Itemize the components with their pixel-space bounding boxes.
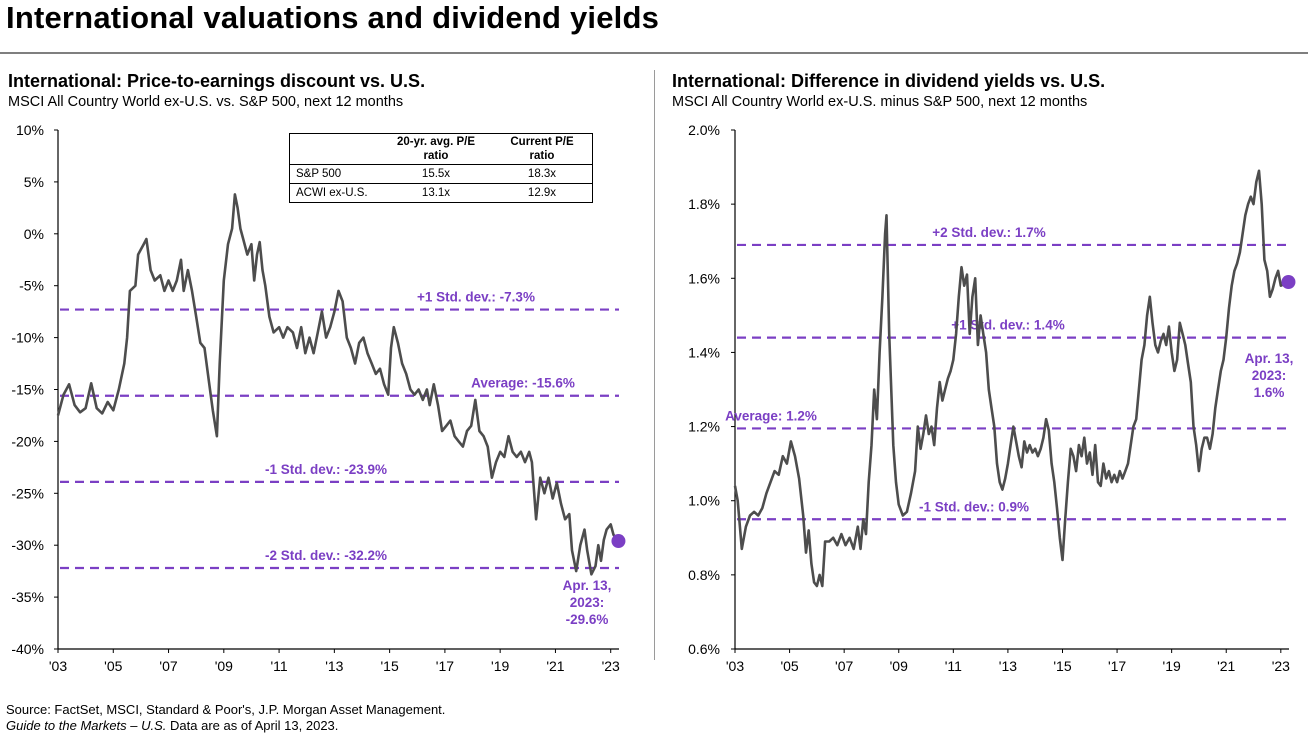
x-tick-label: '05: [104, 658, 122, 674]
last-point-label: 2023:: [1252, 368, 1287, 383]
x-tick-label: '21: [1217, 658, 1235, 674]
x-tick-label: '17: [436, 658, 454, 674]
source-line-2: Guide to the Markets – U.S. Data are as …: [6, 718, 445, 734]
pe-table-row: S&P 500 15.5x 18.3x: [289, 164, 593, 184]
y-tick-label: -25%: [11, 485, 44, 501]
pe-discount-chart: 10% 5% 0% -5% -10% -15% -20% -25% -30% -35% -40% '0…: [11, 122, 626, 674]
last-point-label: 1.6%: [1254, 385, 1285, 400]
y-tick-label: -5%: [19, 278, 44, 294]
last-point-label: -29.6%: [566, 612, 609, 627]
y-tick-label: 2.0%: [688, 122, 720, 138]
y-tick-label: -10%: [11, 330, 44, 346]
source-note: Source: FactSet, MSCI, Standard & Poor's…: [6, 702, 445, 734]
series-line: [56, 193, 620, 576]
source-date: Data are as of April 13, 2023.: [166, 718, 339, 733]
y-tick-label: 1.0%: [688, 493, 720, 509]
last-point-label: 2023:: [570, 595, 605, 610]
y-tick-label: -30%: [11, 537, 44, 553]
x-tick-label: '23: [602, 658, 620, 674]
x-tick-label: '07: [159, 658, 177, 674]
pe-table-header-avg: 20-yr. avg. P/E ratio: [380, 133, 492, 165]
right-panel-title: International: Difference in dividend yi…: [672, 71, 1106, 91]
dividend-yield-chart: 2.0% 1.8% 1.6% 1.4% 1.2% 1.0% 0.8% 0.6% '03 '05 '0…: [688, 122, 1296, 674]
y-tick-label: -35%: [11, 589, 44, 605]
pe-table-header-current: Current P/E ratio: [492, 133, 593, 165]
reference-line-label: -1 Std. dev.: 0.9%: [919, 499, 1029, 514]
x-tick-label: '21: [546, 658, 564, 674]
x-tick-label: '11: [945, 658, 962, 674]
source-line: Source: FactSet, MSCI, Standard & Poor's…: [6, 702, 446, 717]
pe-table-cell: 15.5x: [380, 164, 492, 184]
y-tick-label: 0.8%: [688, 567, 720, 583]
reference-line-label: +2 Std. dev.: 1.7%: [932, 225, 1045, 240]
reference-line-label: -1 Std. dev.: -23.9%: [265, 462, 387, 477]
x-tick-label: '19: [1163, 658, 1181, 674]
last-point-label: Apr. 13,: [1245, 351, 1294, 366]
right-panel-subtitle: MSCI All Country World ex-U.S. minus S&P…: [672, 94, 1088, 110]
y-tick-label: 0%: [24, 226, 44, 242]
reference-line-label: Average: 1.2%: [725, 408, 817, 423]
last-point-label: Apr. 13,: [563, 578, 612, 593]
title-rule: [0, 52, 1308, 54]
source-guide-title: Guide to the Markets – U.S.: [6, 718, 167, 733]
last-point-marker: [1281, 274, 1296, 289]
x-tick-label: '09: [215, 658, 233, 674]
panel-divider: [654, 70, 655, 660]
y-tick-label: 0.6%: [688, 641, 720, 657]
x-tick-label: '13: [325, 658, 343, 674]
y-tick-label: 1.6%: [688, 270, 720, 286]
x-tick-label: '15: [381, 658, 399, 674]
reference-line-label: -2 Std. dev.: -32.2%: [265, 548, 387, 563]
x-tick-label: '09: [890, 658, 908, 674]
x-tick-label: '23: [1272, 658, 1290, 674]
pe-table-header-blank: [289, 133, 380, 165]
pe-table-cell: ACWI ex-U.S.: [296, 187, 368, 199]
y-tick-label: 10%: [16, 122, 44, 138]
y-tick-label: -40%: [11, 641, 44, 657]
series-line: [733, 169, 1290, 588]
y-tick-label: -15%: [11, 382, 44, 398]
x-tick-label: '17: [1108, 658, 1126, 674]
pe-table-row: ACWI ex-U.S. 13.1x 12.9x: [290, 184, 593, 203]
page-title: International valuations and dividend yi…: [6, 0, 660, 35]
y-tick-label: 5%: [24, 174, 44, 190]
last-point-marker: [611, 534, 626, 549]
y-tick-label: -20%: [11, 433, 44, 449]
y-tick-label: 1.4%: [688, 344, 720, 360]
pe-table-cell: S&P 500: [289, 164, 380, 184]
left-panel-subtitle: MSCI All Country World ex-U.S. vs. S&P 5…: [8, 94, 404, 110]
x-tick-label: '07: [835, 658, 853, 674]
x-tick-label: '13: [999, 658, 1017, 674]
x-tick-label: '19: [491, 658, 509, 674]
left-panel-title: International: Price-to-earnings discoun…: [8, 71, 426, 91]
x-tick-label: '03: [726, 658, 744, 674]
pe-table-cell: 18.3x: [492, 164, 593, 184]
pe-ratio-table: 20-yr. avg. P/E ratio Current P/E ratio …: [289, 133, 593, 203]
x-tick-label: '03: [49, 658, 67, 674]
pe-table-header-row: 20-yr. avg. P/E ratio Current P/E ratio: [289, 133, 593, 165]
pe-table-cell: 13.1x: [421, 187, 451, 199]
y-tick-label: 1.2%: [688, 419, 720, 435]
x-tick-label: '05: [780, 658, 798, 674]
reference-line-label: +1 Std. dev.: -7.3%: [417, 290, 535, 305]
y-tick-label: 1.8%: [688, 196, 720, 212]
x-tick-label: '15: [1053, 658, 1071, 674]
x-tick-label: '11: [270, 658, 287, 674]
pe-table-cell: 12.9x: [527, 187, 557, 199]
reference-line-label: Average: -15.6%: [471, 376, 575, 391]
